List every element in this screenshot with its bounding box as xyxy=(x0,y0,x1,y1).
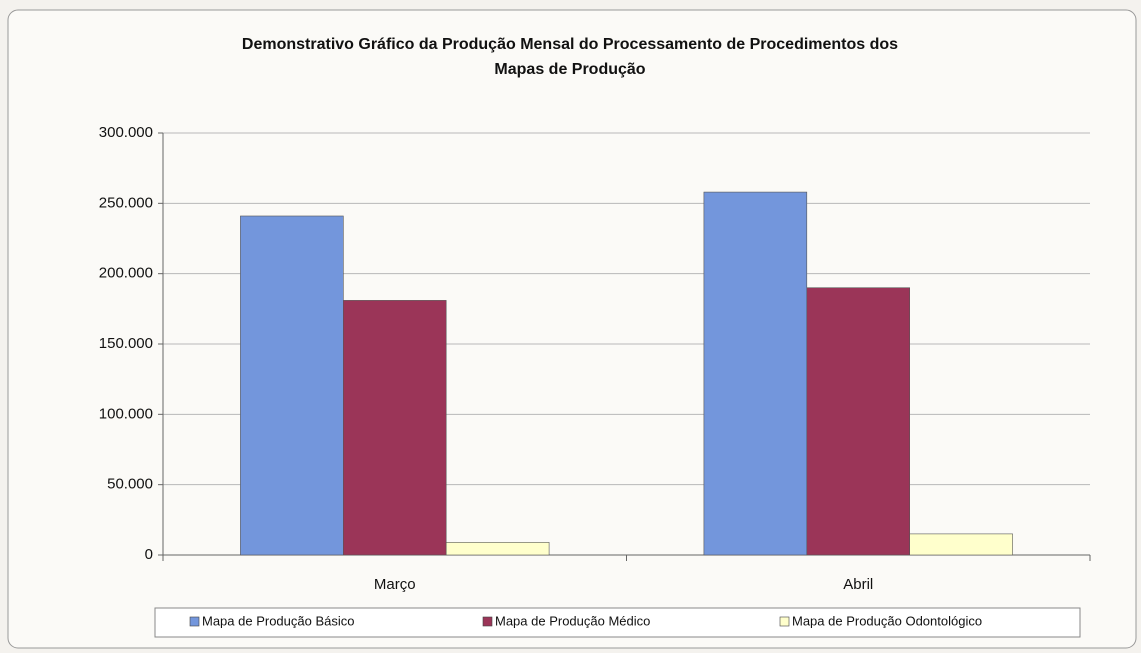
bar xyxy=(703,191,808,556)
chart-title: Demonstrativo Gráfico da Produção Mensal… xyxy=(242,36,898,53)
x-tick-label: Março xyxy=(374,576,416,593)
y-tick-label: 250.000 xyxy=(99,194,153,211)
legend-label: Mapa de Produção Básico xyxy=(202,613,354,628)
x-tick-label: Abril xyxy=(843,576,873,593)
legend-swatch xyxy=(779,616,790,627)
bar xyxy=(240,215,344,556)
y-tick-label: 0 xyxy=(145,546,153,563)
legend-swatch xyxy=(482,616,493,627)
legend-label: Mapa de Produção Odontológico xyxy=(792,613,982,628)
bar xyxy=(909,533,1013,556)
bar xyxy=(445,542,550,556)
bar xyxy=(806,287,910,556)
bar xyxy=(343,300,447,556)
legend-label: Mapa de Produção Médico xyxy=(495,613,650,628)
chart-title: Mapas de Produção xyxy=(494,61,645,78)
y-tick-label: 100.000 xyxy=(99,405,153,422)
y-tick-label: 50.000 xyxy=(107,476,153,493)
y-tick-label: 150.000 xyxy=(99,335,153,352)
legend-swatch xyxy=(189,616,200,627)
y-tick-label: 300.000 xyxy=(99,124,153,141)
legend-box xyxy=(154,607,1081,638)
y-tick-label: 200.000 xyxy=(99,265,153,282)
